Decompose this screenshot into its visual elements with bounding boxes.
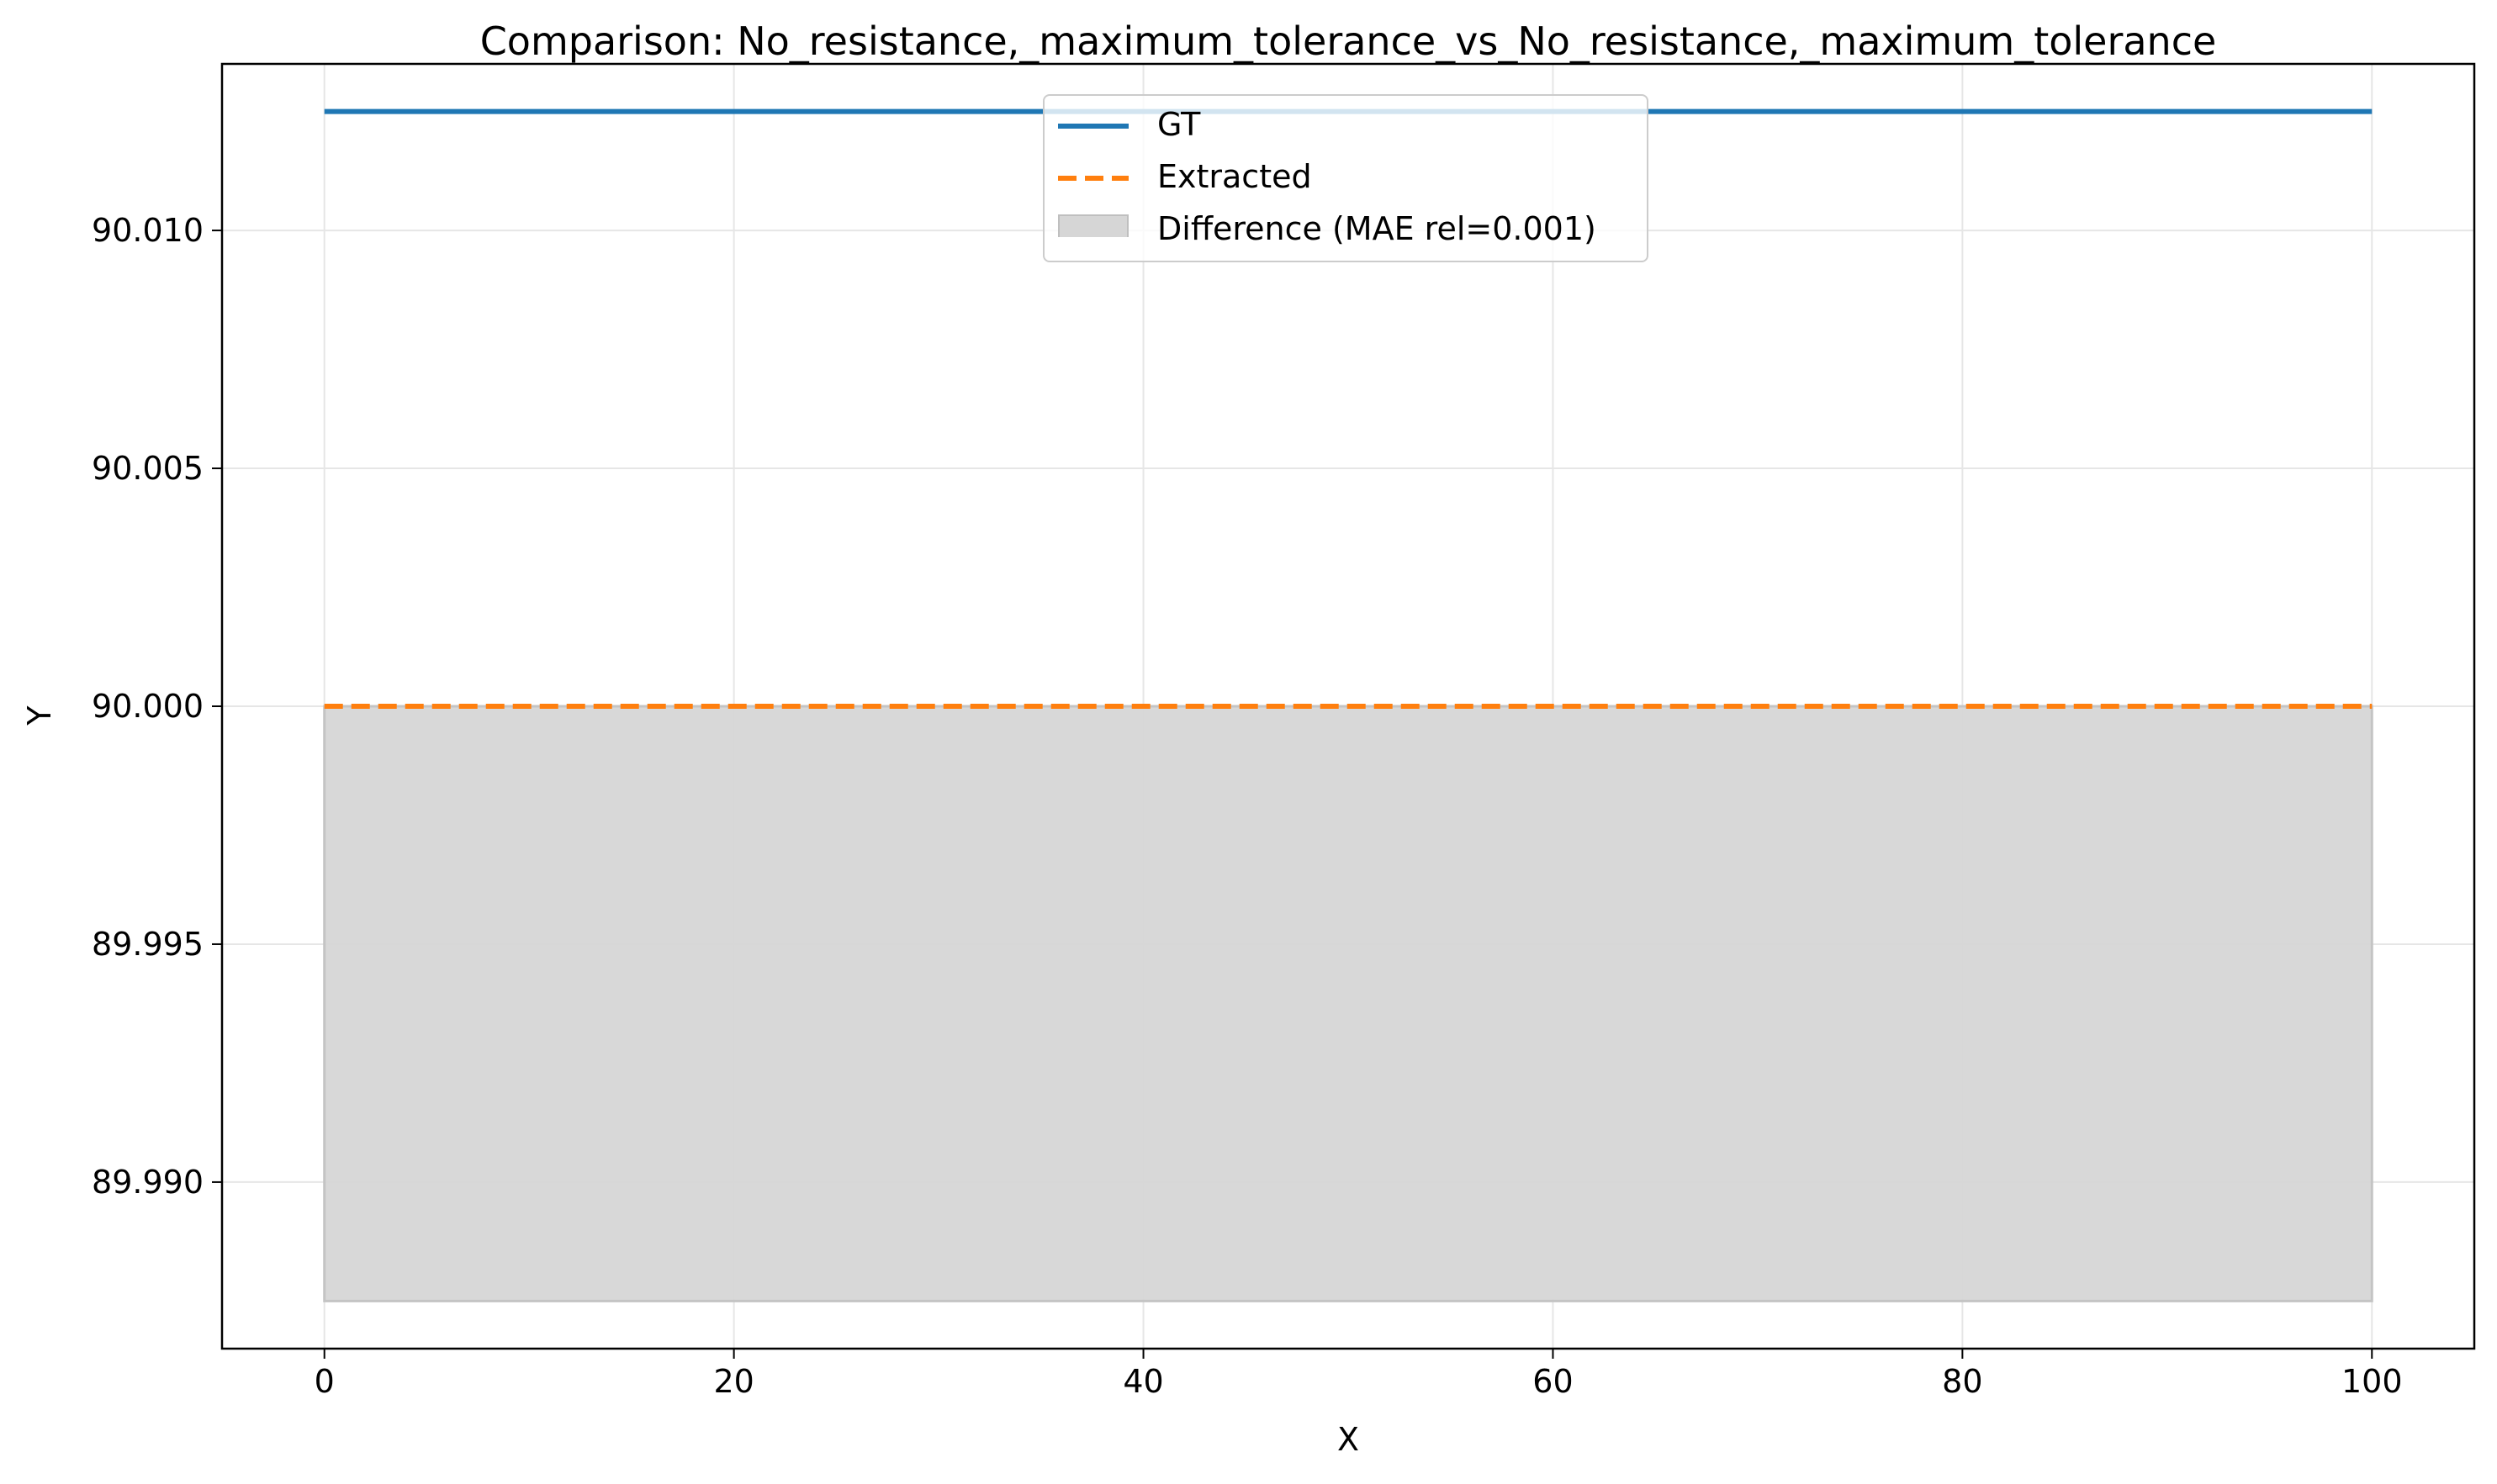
- y-axis-label: Y: [21, 705, 58, 726]
- ticks: 0 20 40 60 80 100 89.990 89.995 90.000 90.005 90.0…: [92, 212, 2403, 1400]
- chart-title: Comparison: No_resistance,_maximum_toler…: [479, 18, 2217, 64]
- legend-entry-difference: Difference (MAE rel=0.001): [1045, 203, 1647, 256]
- legend: GT Extracted Difference (MAE rel=0.001): [1043, 94, 1648, 262]
- y-tick-label: 90.000: [92, 688, 204, 725]
- legend-label-gt: GT: [1157, 106, 1201, 143]
- x-tick-label: 20: [713, 1363, 754, 1400]
- y-tick-label: 90.010: [92, 212, 204, 249]
- difference-fill-layer: [323, 705, 2373, 1302]
- x-tick-label: 80: [1942, 1363, 1982, 1400]
- y-tick-label: 89.990: [92, 1164, 204, 1201]
- legend-swatch-extracted: [1058, 176, 1129, 181]
- y-tick-label: 89.995: [92, 926, 204, 963]
- legend-swatch-gt: [1058, 124, 1129, 129]
- x-axis-label: X: [1336, 1421, 1360, 1458]
- legend-entry-extracted: Extracted: [1045, 151, 1647, 203]
- x-tick-label: 0: [315, 1363, 335, 1400]
- x-tick-label: 100: [2341, 1363, 2403, 1400]
- legend-swatch-difference: [1058, 214, 1129, 237]
- x-tick-label: 40: [1123, 1363, 1163, 1400]
- difference-area: [323, 705, 2373, 1302]
- legend-label-extracted: Extracted: [1157, 158, 1312, 195]
- legend-entry-gt: GT: [1045, 99, 1647, 151]
- legend-label-difference: Difference (MAE rel=0.001): [1157, 210, 1596, 247]
- y-tick-label: 90.005: [92, 450, 204, 487]
- x-tick-label: 60: [1532, 1363, 1573, 1400]
